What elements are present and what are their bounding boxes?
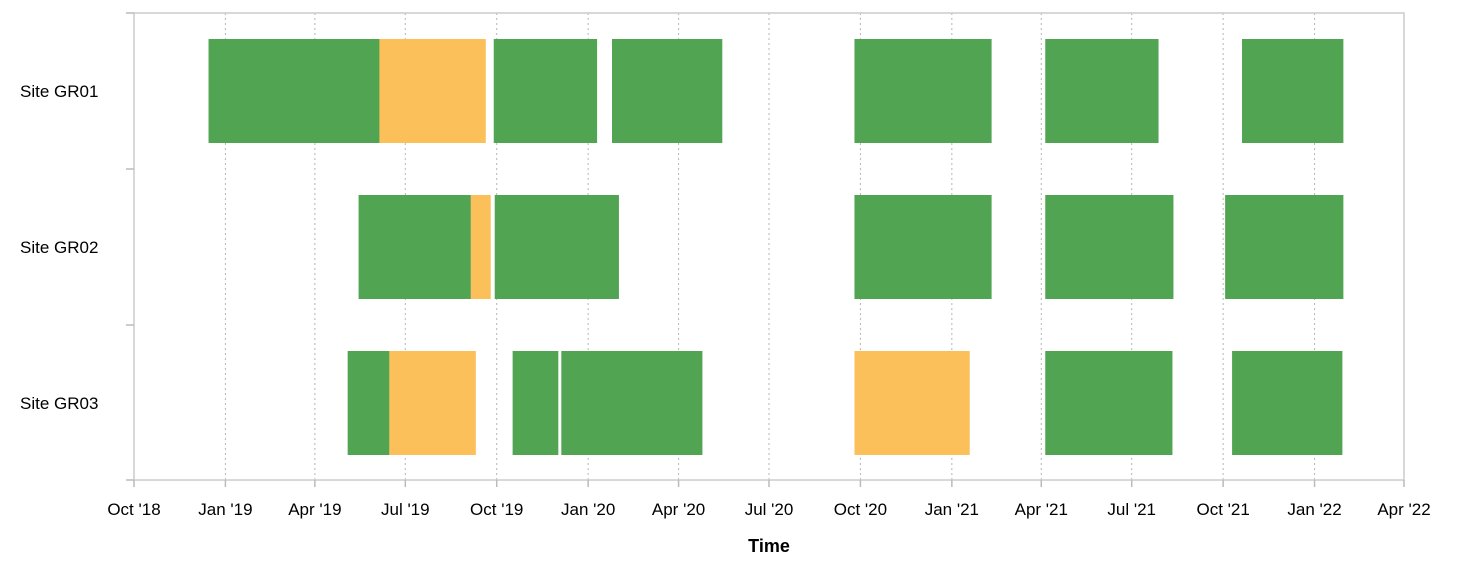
- segment-bar: [1225, 195, 1344, 299]
- x-tick-label: Apr '20: [652, 500, 705, 519]
- segment-bar: [1242, 39, 1344, 143]
- segment-bar: [854, 351, 970, 455]
- x-tick-label: Jan '19: [198, 500, 252, 519]
- axes: [126, 12, 1405, 487]
- x-tick-label: Jan '21: [925, 500, 979, 519]
- x-tick-label: Jul '21: [1107, 500, 1156, 519]
- x-tick-label: Apr '22: [1377, 500, 1430, 519]
- segment-bar: [854, 195, 992, 299]
- segment-bar: [379, 39, 486, 143]
- x-tick-label: Jan '20: [561, 500, 615, 519]
- y-category-labels: Site GR01 Site GR02 Site GR03: [20, 82, 98, 413]
- x-tick-label: Jul '19: [381, 500, 430, 519]
- x-tick-label: Oct '18: [107, 500, 160, 519]
- segment-bar: [494, 195, 619, 299]
- x-tick-label: Jul '20: [745, 500, 794, 519]
- segment-bar: [347, 351, 390, 455]
- x-tick-label: Oct '20: [834, 500, 887, 519]
- segment-bar: [358, 195, 471, 299]
- category-label: Site GR02: [20, 238, 98, 257]
- segment-bar: [1045, 39, 1159, 143]
- x-axis-title: Time: [748, 536, 790, 556]
- segment-bar: [512, 351, 559, 455]
- x-tick-label: Apr '19: [288, 500, 341, 519]
- category-label: Site GR03: [20, 394, 98, 413]
- segment-bar: [561, 351, 703, 455]
- segment-bar: [493, 39, 598, 143]
- segment-bar: [611, 39, 723, 143]
- x-tick-label: Jan '22: [1287, 500, 1341, 519]
- category-label: Site GR01: [20, 82, 98, 101]
- x-tick-label: Apr '21: [1015, 500, 1068, 519]
- segment-bar: [389, 351, 476, 455]
- x-tick-labels: Oct '18 Jan '19 Apr '19 Jul '19 Oct '19 Jan '…: [107, 500, 1430, 519]
- segment-bar: [470, 195, 491, 299]
- x-tick-label: Oct '19: [470, 500, 523, 519]
- segment-bar: [208, 39, 380, 143]
- segment-bar: [1232, 351, 1343, 455]
- segment-bar: [1045, 351, 1173, 455]
- segment-bar: [854, 39, 992, 143]
- segments: [208, 39, 1344, 455]
- x-tick-label: Oct '21: [1196, 500, 1249, 519]
- segment-bar: [1045, 195, 1174, 299]
